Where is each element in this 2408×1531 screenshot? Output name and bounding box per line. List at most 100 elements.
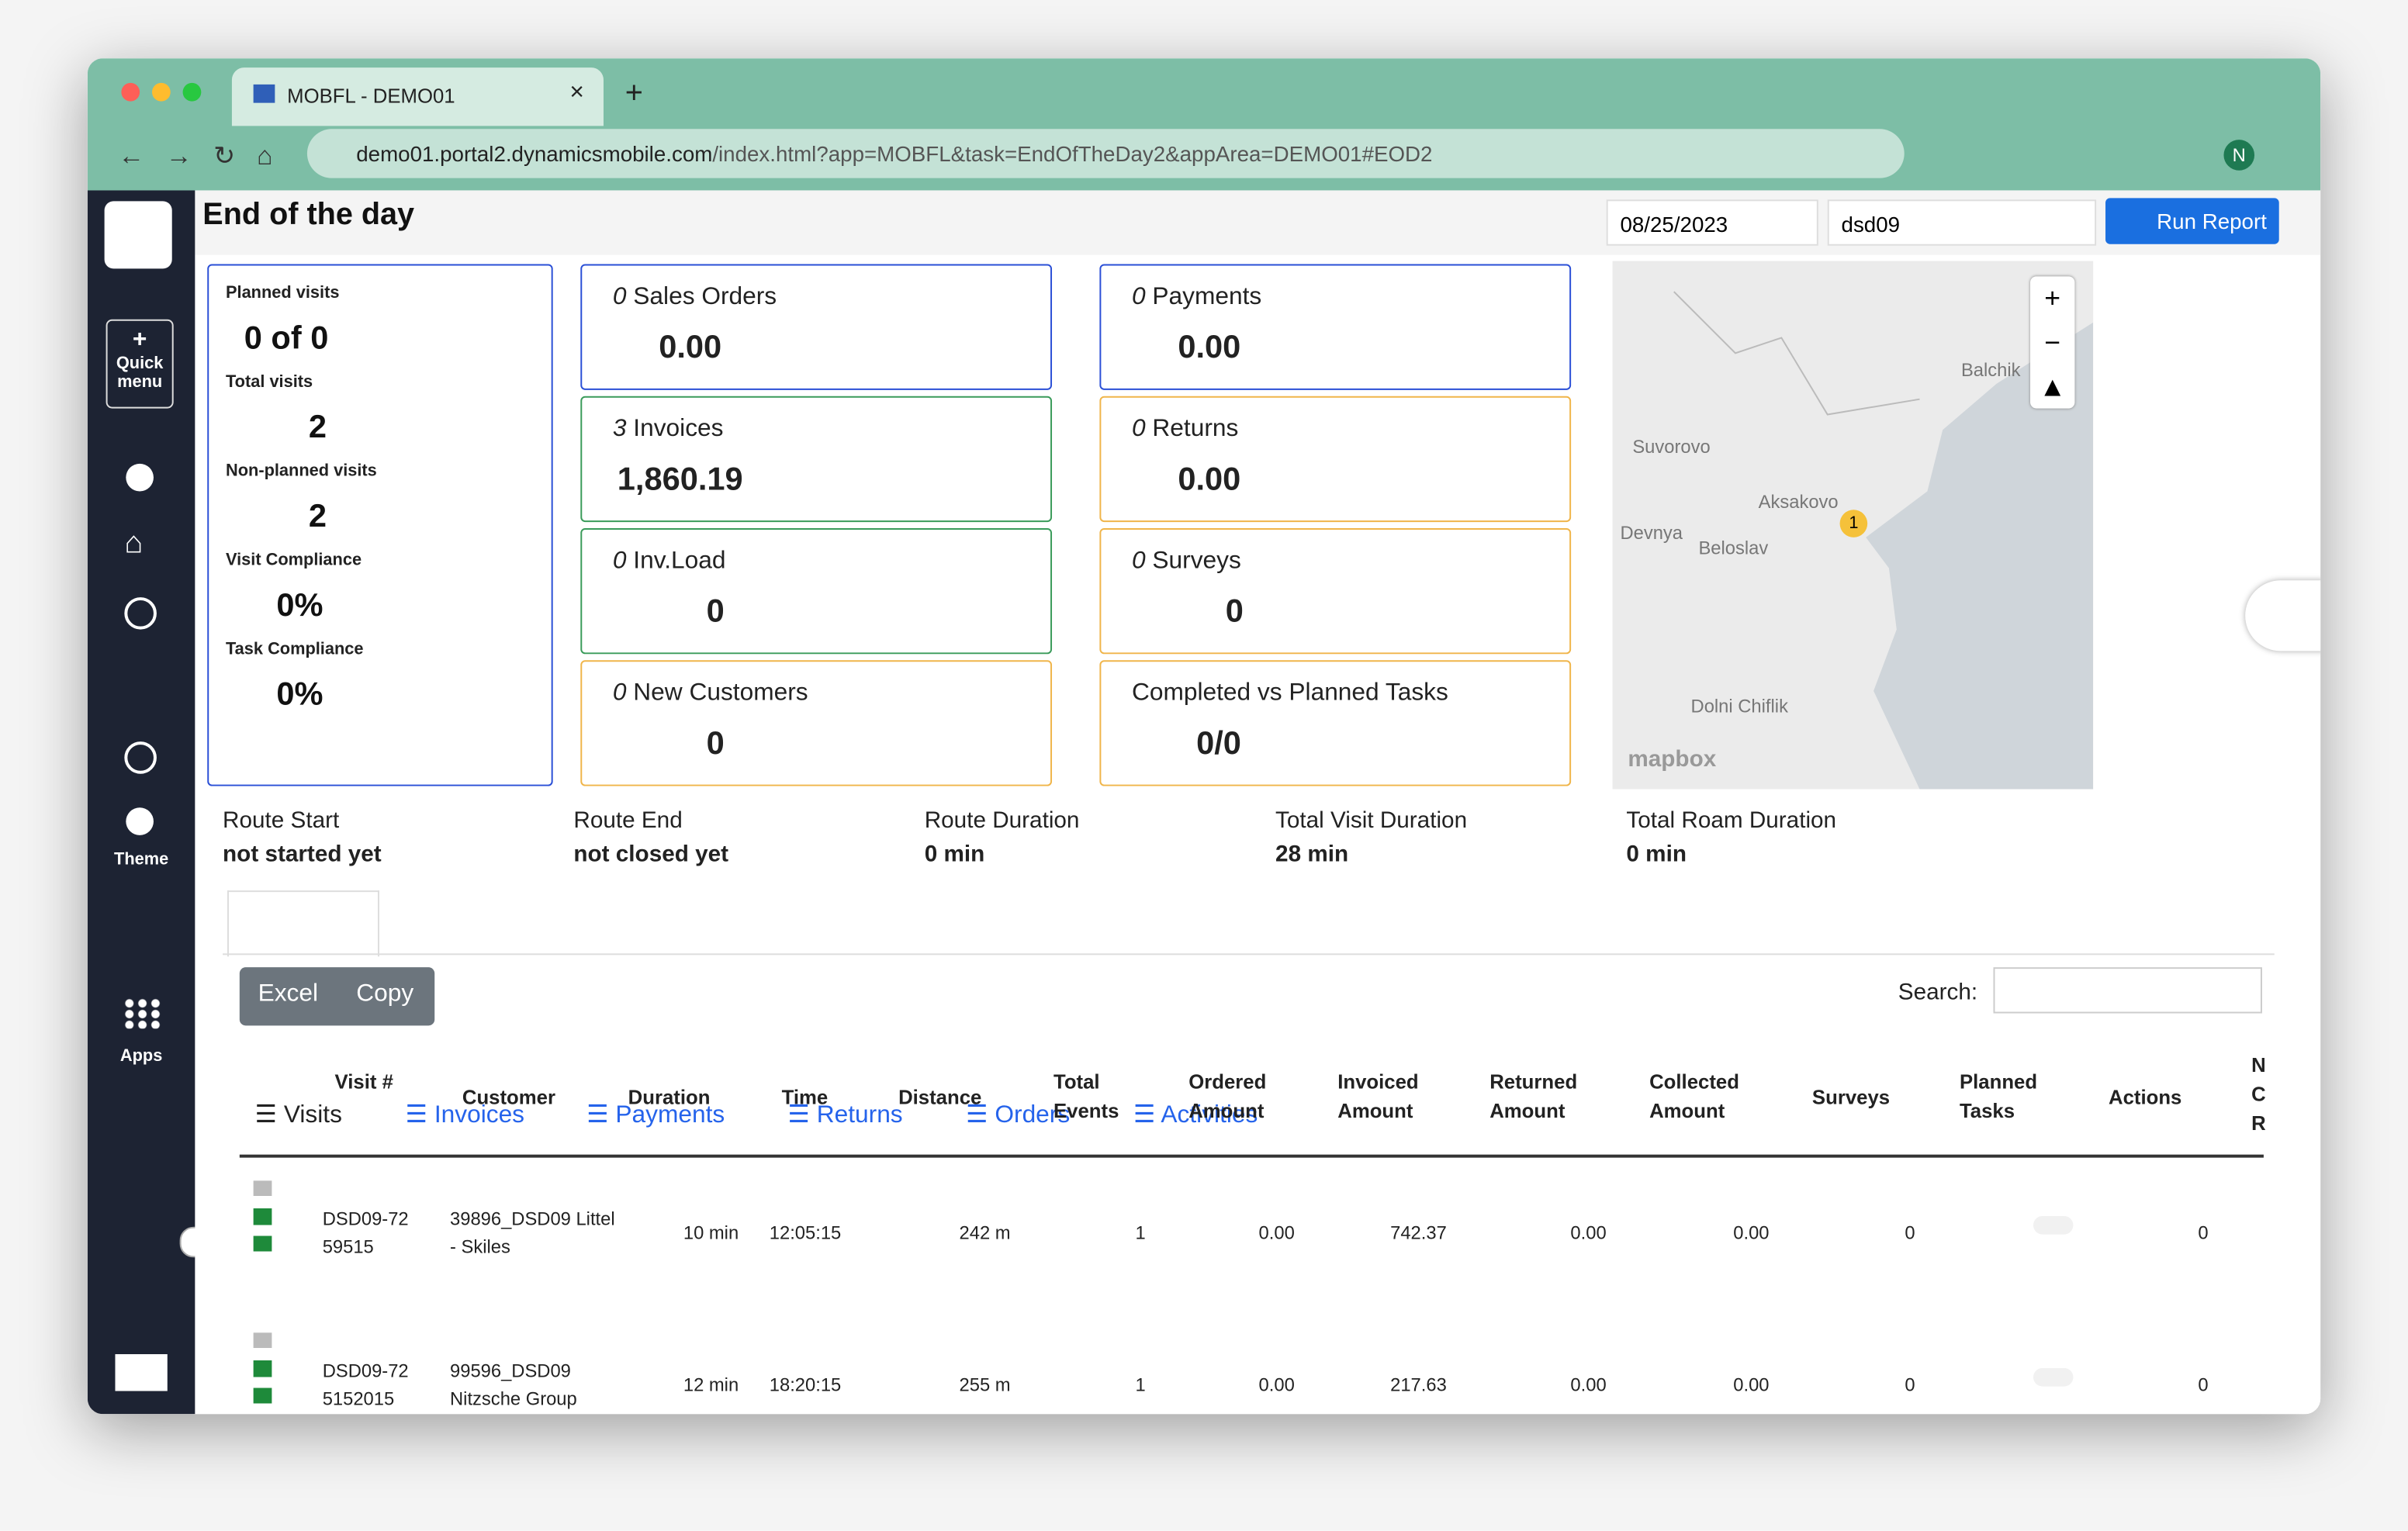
map-place: Aksakovo	[1758, 491, 1839, 513]
min-dot[interactable]	[151, 82, 171, 102]
kpi-name: Returns	[1152, 416, 1239, 443]
tab[interactable]: ☰ Returns	[788, 1099, 903, 1130]
summary-value: 0%	[276, 677, 323, 713]
theme-icon[interactable]	[126, 807, 154, 835]
nav-buttons[interactable]: ←→↻⌂	[118, 141, 295, 171]
kpi-value: 1,860.19	[617, 461, 743, 498]
tab-close[interactable]: ×	[569, 79, 584, 106]
address-bar[interactable]: demo01.portal2.dynamicsmobile.com/index.…	[306, 129, 1905, 178]
assistant[interactable]	[2245, 580, 2321, 651]
planned-pill	[2033, 1367, 2074, 1387]
cell: 255 m	[959, 1374, 1011, 1396]
route-label: Route End	[573, 807, 683, 834]
cell: 0.00	[1258, 1222, 1295, 1244]
export-group	[239, 967, 435, 1026]
cell: 39896_DSD09 Littel - Skiles	[450, 1208, 615, 1258]
content: End of the day 08/25/2023 dsd09 Run Repo…	[195, 190, 2321, 1415]
kpi-card: Completed vs Planned Tasks 0/0	[1099, 660, 1572, 786]
route-value: 28 min	[1275, 841, 1349, 868]
column-header[interactable]: Planned Tasks	[1959, 1070, 2038, 1123]
tab[interactable]: ☰ Activities	[1133, 1099, 1258, 1130]
user-icon[interactable]	[124, 741, 157, 774]
column-header[interactable]: Time	[781, 1085, 829, 1109]
new-tab[interactable]: +	[624, 76, 643, 111]
kpi-card: 0 Sales Orders 0.00	[580, 264, 1053, 390]
close-dot[interactable]	[121, 82, 140, 102]
logo[interactable]	[104, 201, 172, 269]
column-header[interactable]: Distance	[898, 1085, 982, 1109]
tab[interactable]: ☰ Invoices	[406, 1099, 524, 1130]
cell: 18:20:15	[769, 1374, 842, 1396]
kpi-value: 0.00	[659, 330, 722, 366]
cell: 0.00	[1258, 1374, 1295, 1396]
kpi-name: Inv.Load	[633, 548, 726, 575]
zoom-controls[interactable]: + − ▲	[2030, 276, 2075, 409]
tab-label: Activities	[1161, 1102, 1258, 1129]
user-input[interactable]: dsd09	[1827, 199, 2097, 246]
cell: 1	[1135, 1222, 1146, 1244]
cell: DSD09-7259515	[322, 1208, 409, 1258]
route-label: Total Visit Duration	[1275, 807, 1468, 834]
max-dot[interactable]	[182, 82, 202, 102]
tab-line	[223, 953, 2275, 956]
kpi-value: 0	[706, 594, 725, 630]
date-input[interactable]: 08/25/2023	[1606, 199, 1818, 246]
tab-label: Orders	[995, 1102, 1071, 1129]
expand[interactable]	[126, 463, 154, 492]
tab[interactable]: MOBFL - DEMO01 ×	[231, 67, 604, 126]
brand-icon	[115, 1354, 168, 1391]
page-title: End of the day	[202, 198, 415, 232]
favicon	[253, 84, 275, 103]
summary-value: 0%	[276, 588, 323, 624]
cell: 0.00	[1570, 1222, 1607, 1244]
column-header[interactable]: Surveys	[1811, 1085, 1891, 1109]
help-icon[interactable]	[124, 597, 157, 630]
column-header[interactable]: Collected Amount	[1649, 1070, 1739, 1123]
run-report[interactable]: Run Report	[2105, 198, 2279, 244]
map-marker[interactable]: 1	[1839, 510, 1868, 537]
browser-window: MOBFL - DEMO01 × + ←→↻⌂ demo01.portal2.d…	[87, 58, 2321, 1415]
tab[interactable]: ☰ Visits	[255, 1099, 342, 1130]
tab[interactable]: ☰ Payments	[586, 1099, 725, 1130]
row-icons	[253, 1180, 272, 1277]
kpi-card: 0 Payments 0.00	[1099, 264, 1572, 390]
quick-menu-label: Quick menu	[116, 354, 164, 392]
tab-label: Visits	[283, 1102, 342, 1129]
column-header[interactable]: Total Events	[1054, 1070, 1119, 1123]
summary-value: 2	[308, 410, 327, 446]
kpi-value: 0.00	[1178, 461, 1241, 498]
column-header[interactable]: N C R	[2251, 1053, 2266, 1135]
kpi-count: 0	[1131, 548, 1146, 575]
column-header[interactable]: Returned Amount	[1489, 1070, 1578, 1123]
column-header[interactable]: Actions	[2108, 1085, 2182, 1109]
kpi-label: 3 Invoices	[613, 416, 724, 444]
profile[interactable]: N	[2223, 140, 2255, 171]
map-place: Dolni Chiflik	[1690, 695, 1788, 717]
column-header[interactable]: Invoiced Amount	[1337, 1070, 1419, 1123]
kpi-card: 0 New Customers 0	[580, 660, 1053, 786]
column-header[interactable]: Visit #	[334, 1070, 393, 1094]
quick-menu[interactable]: + Quick menu	[106, 319, 174, 409]
home-icon[interactable]: ⌂	[124, 527, 144, 561]
column-header[interactable]: Duration	[628, 1085, 711, 1109]
map[interactable]: + − ▲ 1 mapbox Balchik Suvorovo Aksakovo Devn…	[1612, 261, 2094, 790]
route-value: 0 min	[1626, 841, 1687, 868]
column-header[interactable]: Ordered Amount	[1188, 1070, 1267, 1123]
cell: 1	[1135, 1374, 1146, 1396]
summary-label: Planned visits	[226, 284, 340, 302]
map-place: Beloslav	[1698, 537, 1769, 559]
export-button[interactable]: Copy	[356, 980, 414, 1007]
list-icon: ☰	[254, 1102, 284, 1129]
search-input[interactable]	[1993, 967, 2262, 1014]
kpi-label: 0 Surveys	[1132, 548, 1241, 576]
tab[interactable]: ☰ Orders	[966, 1099, 1070, 1130]
kpi-count: 3	[612, 416, 627, 443]
kpi-value: 0/0	[1196, 726, 1241, 762]
header-line	[239, 1154, 2264, 1158]
apps-icon[interactable]	[123, 997, 161, 1029]
summary-label: Non-planned visits	[226, 461, 377, 481]
column-header[interactable]: Customer	[462, 1085, 555, 1109]
export-button[interactable]: Excel	[258, 980, 319, 1007]
list-icon: ☰	[405, 1102, 434, 1129]
kpi-count: 0	[612, 679, 627, 707]
